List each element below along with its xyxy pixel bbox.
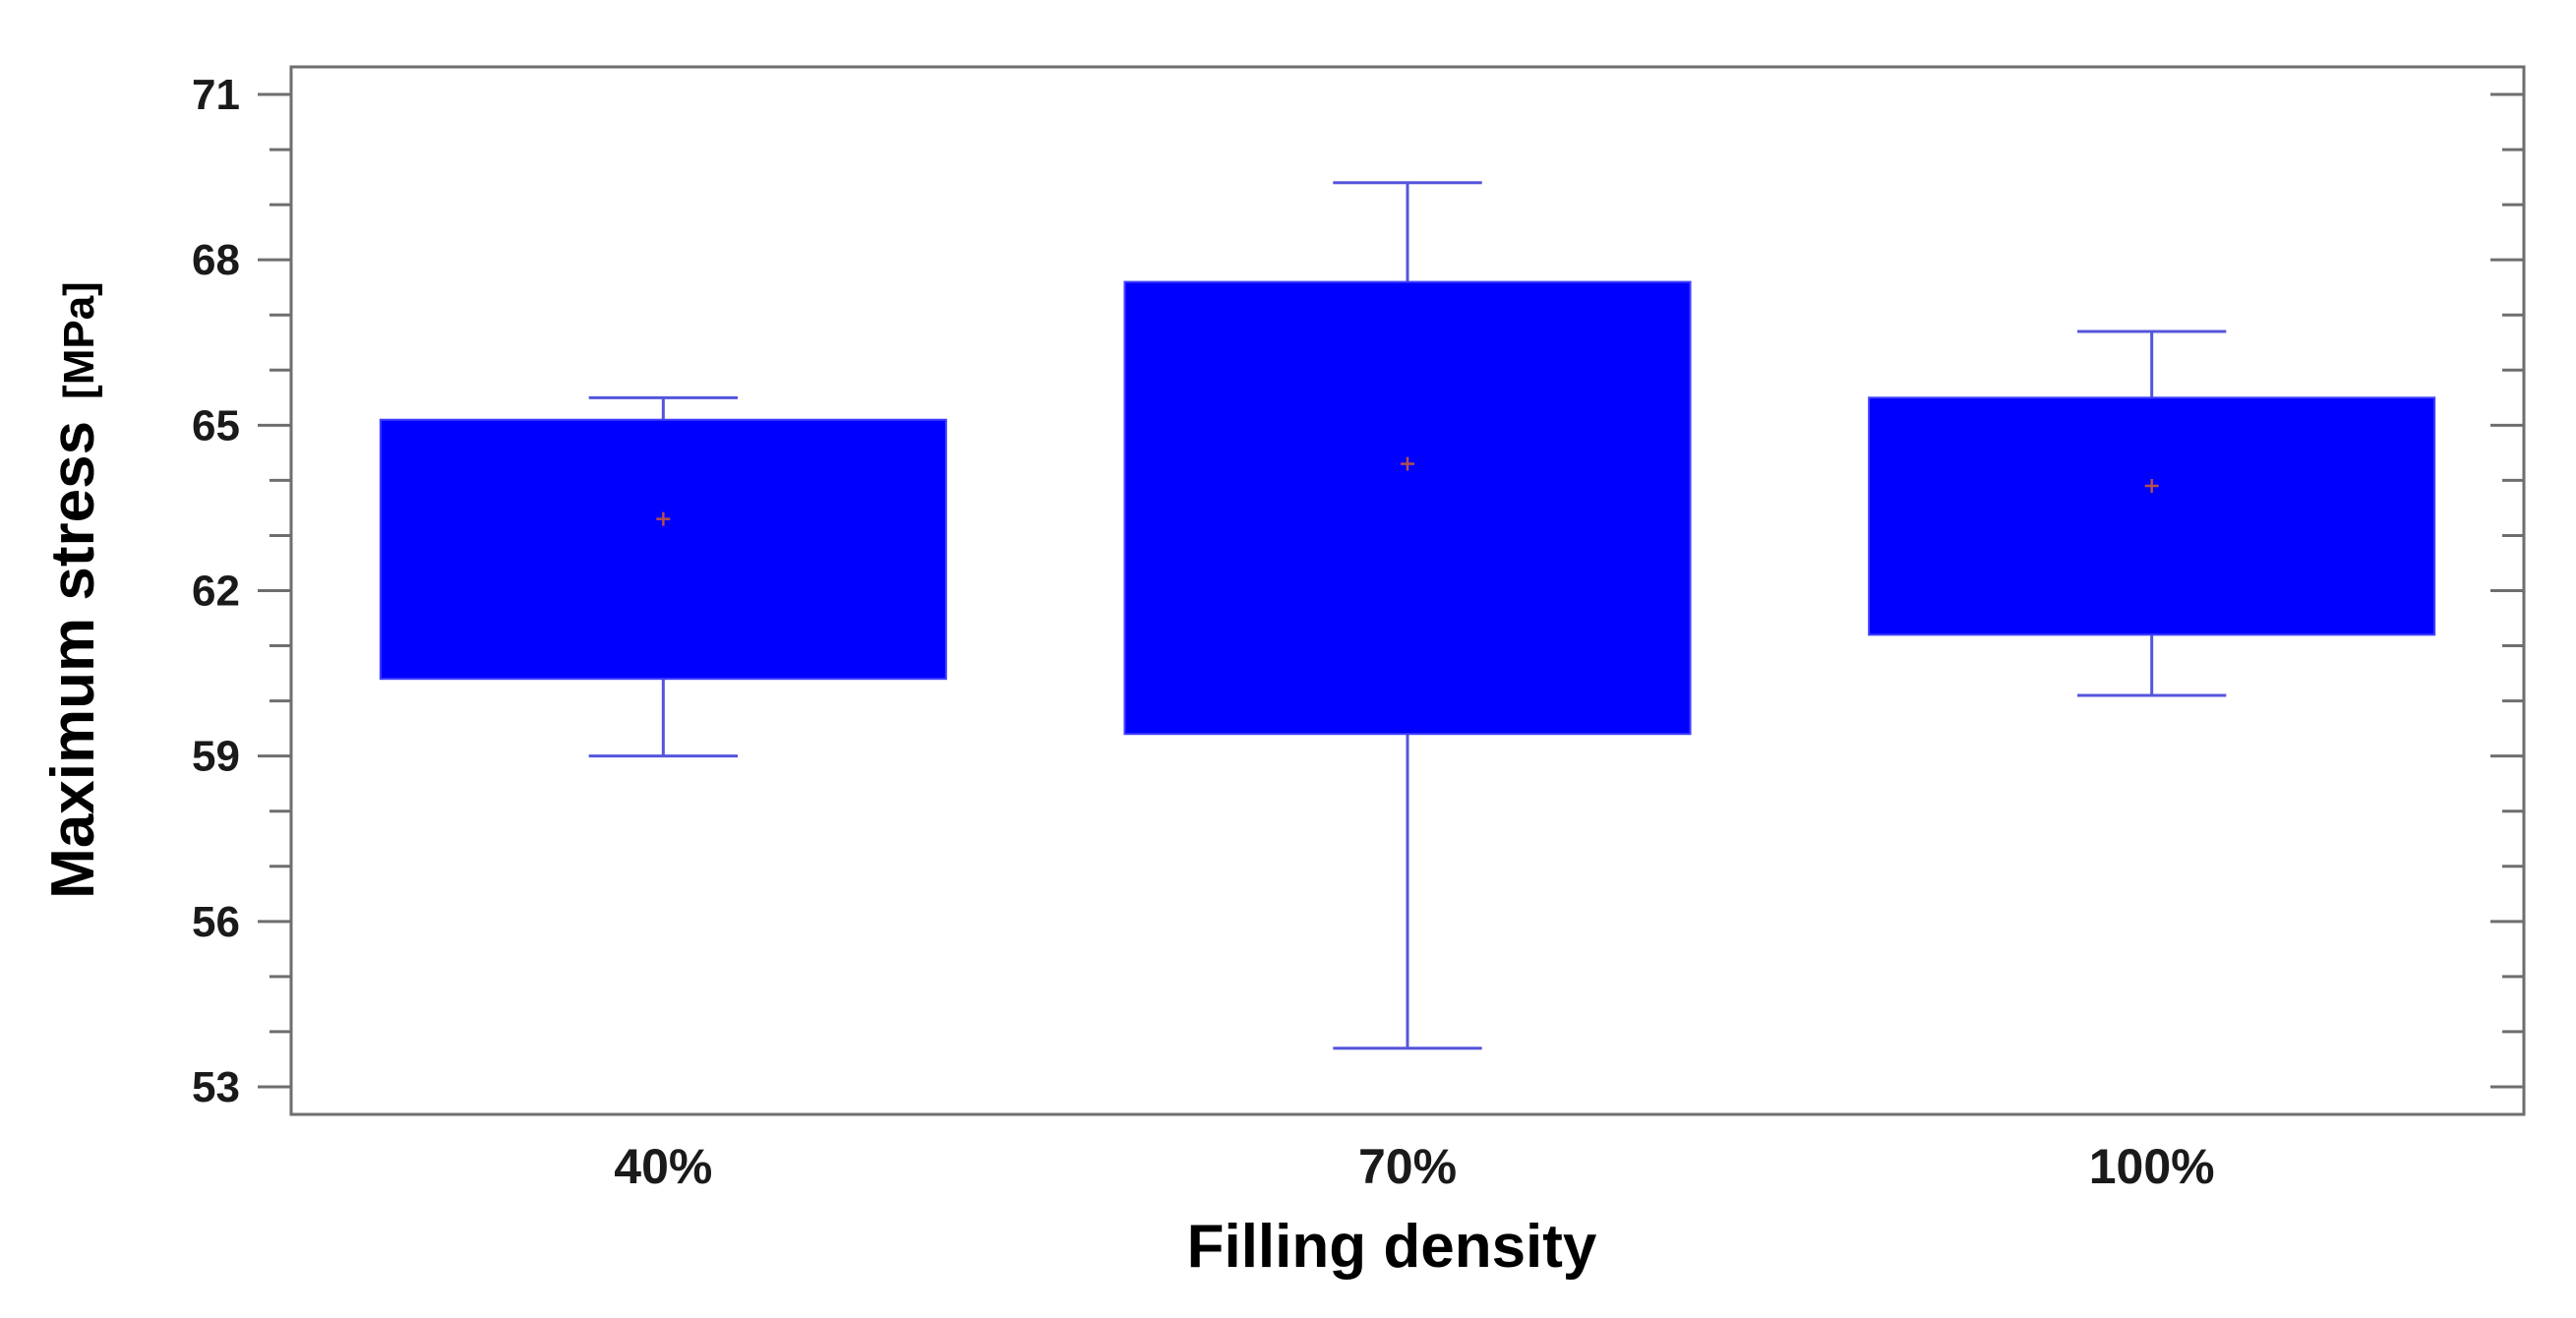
box-iqr: [1123, 280, 1692, 736]
y-axis-right-ticks: [2490, 92, 2524, 1089]
y-axis-tick-labels: 53 56 59 62 65 68 71: [192, 71, 240, 1111]
x-tick-label: 40%: [614, 1139, 712, 1194]
box-iqr: [379, 418, 947, 681]
y-tick-label: 56: [192, 898, 240, 946]
x-tick-label: 70%: [1358, 1139, 1457, 1194]
y-axis-unit: [MPa]: [55, 281, 103, 399]
y-axis-ticks: [258, 92, 291, 1089]
y-tick-label: 62: [192, 568, 240, 616]
x-axis-title: Filling density: [1187, 1213, 1597, 1281]
y-tick-label: 59: [192, 733, 240, 781]
y-tick-label: 53: [192, 1063, 240, 1111]
box-1: [379, 395, 947, 758]
box-3: [1868, 330, 2436, 697]
y-axis-title-text: Maximum stress: [39, 421, 107, 899]
boxes-group: [379, 181, 2436, 1050]
box-iqr: [1868, 396, 2436, 636]
box-2: [1123, 181, 1692, 1050]
y-tick-label: 65: [192, 401, 240, 449]
y-axis-title: Maximum stress [MPa]: [39, 281, 107, 899]
y-tick-label: 71: [192, 71, 240, 119]
x-axis-tick-labels: 40% 70% 100%: [614, 1139, 2214, 1194]
x-tick-label: 100%: [2089, 1139, 2215, 1194]
y-tick-label: 68: [192, 236, 240, 284]
